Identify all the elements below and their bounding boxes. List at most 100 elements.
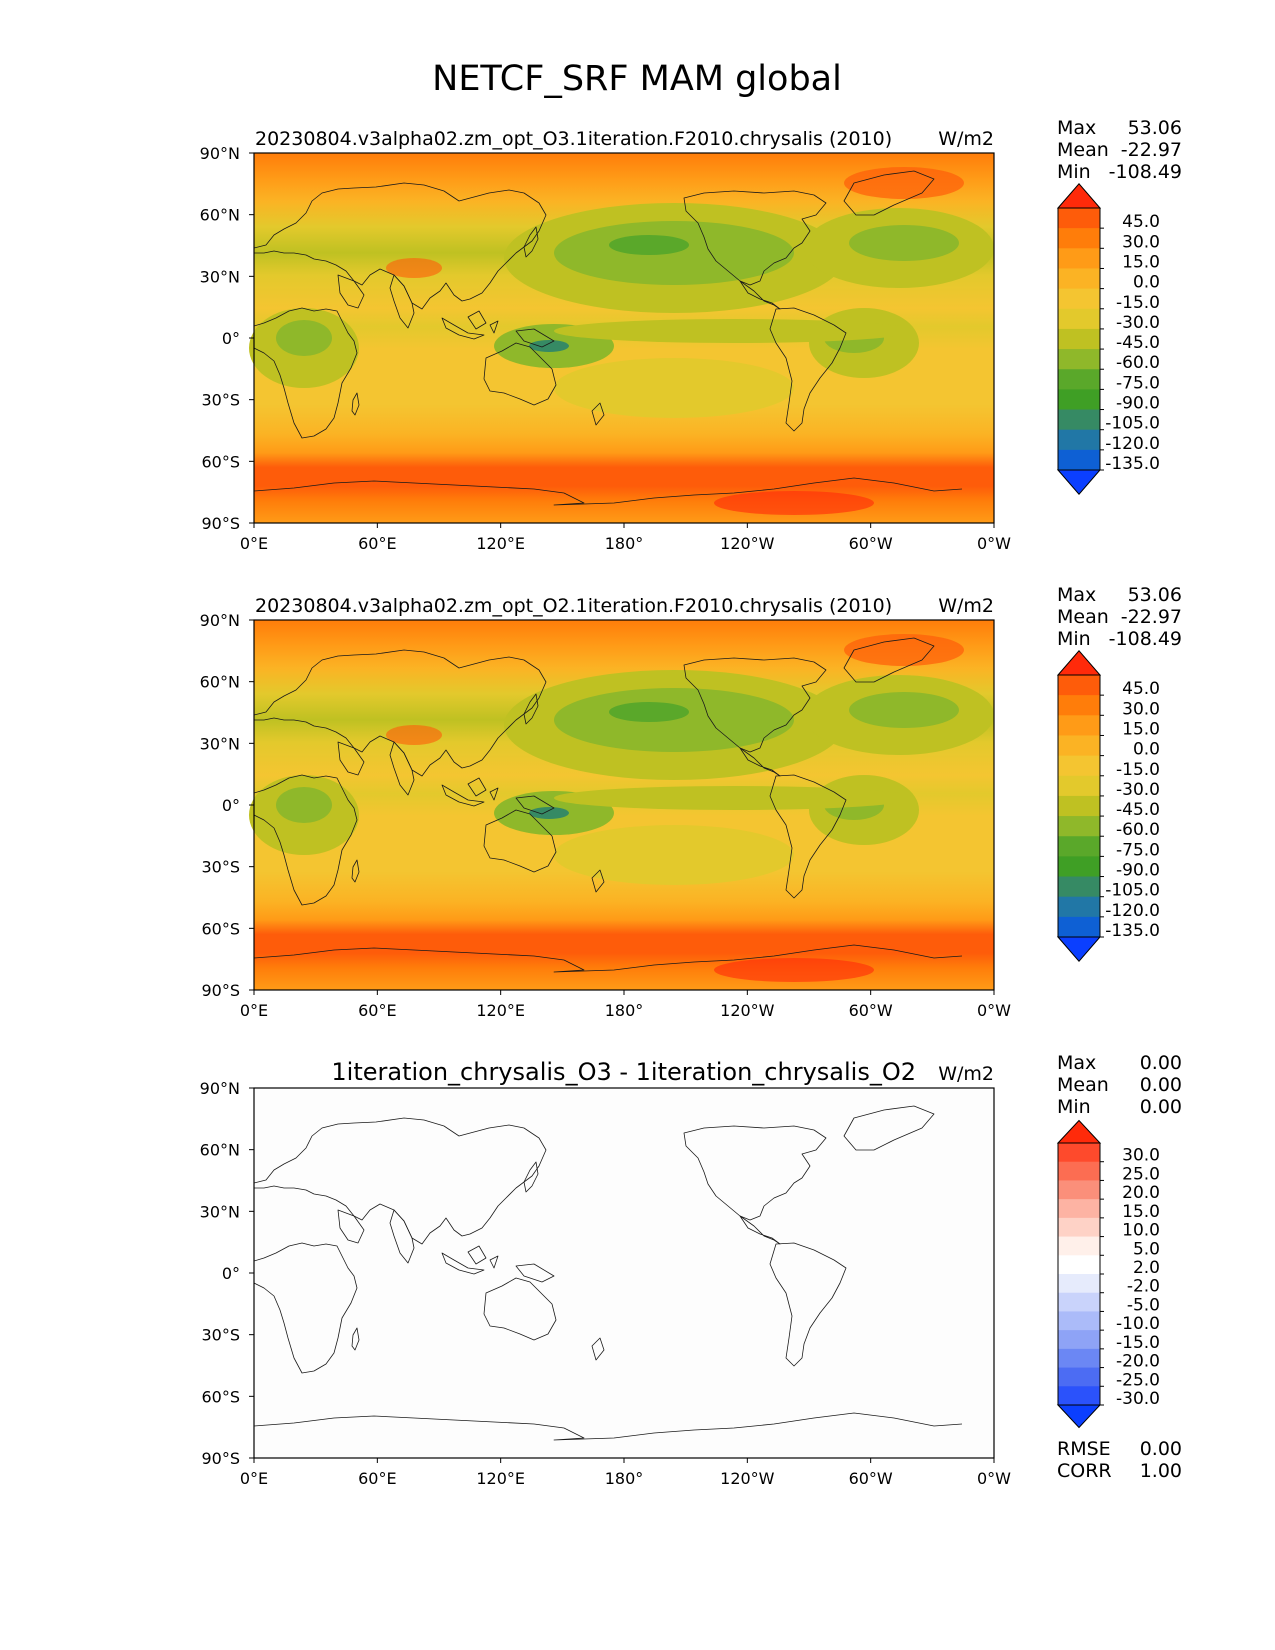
lat-tick-label: 60°N [200,673,240,692]
colorbar-segment [1058,1236,1100,1256]
colorbar-label: 30.0 [1122,699,1160,719]
colorbar-segment [1058,268,1100,290]
colorbar-label: -15.0 [1116,760,1160,780]
colorbar-segment [1058,695,1100,716]
colorbar-frame [1057,207,1101,471]
stat-label: Mean [1057,139,1109,161]
colorbar-segment [1058,409,1100,431]
colorbar-label: -135.0 [1105,921,1160,941]
colorbar-segment [1058,1199,1100,1219]
colorbar-label: 30.0 [1122,232,1160,252]
colorbar-segment [1058,228,1100,249]
colorbar-label: 15.0 [1122,252,1160,272]
stat-label: Max [1057,1052,1096,1074]
lat-tick-label: 0° [222,796,240,815]
colorbar-segment [1058,715,1100,736]
panel-1 [249,152,995,524]
colorbar-label: 20.0 [1122,1183,1160,1203]
colorbar-segment [1058,1274,1100,1294]
colorbar-label: -15.0 [1116,293,1160,313]
stat-value: 0.00 [1140,1052,1182,1074]
colorbar-label: -15.0 [1116,1333,1160,1353]
lat-tick-label: 0° [222,1264,240,1283]
colorbar-label: -45.0 [1116,800,1160,820]
lat-tick-label: 90°S [201,514,240,533]
panel-title: 1iteration_chrysalis_O3 - 1iteration_chr… [331,1058,916,1086]
colorbar-label: 30.0 [1122,1146,1160,1166]
colorbar-label: -30.0 [1116,780,1160,800]
stat-value: 53.06 [1128,584,1182,606]
lat-tick-label: 60°S [201,1387,240,1406]
lon-tick-label: 0°E [240,534,268,553]
lat-tick-label: 90°N [200,611,240,630]
lat-tick-label: 30°S [201,858,240,877]
colorbar-label: 5.0 [1133,1239,1160,1259]
panel-title: 20230804.v3alpha02.zm_opt_O3.1iteration.… [255,128,892,150]
colorbar-segment [1058,916,1100,938]
colorbar-segment [1058,1255,1100,1275]
stat-label: Max [1057,117,1096,139]
stat-label: Mean [1057,606,1109,628]
colorbar-extend-min [1056,469,1102,495]
stat-value: -22.97 [1121,606,1182,628]
colorbar-segment [1058,248,1100,269]
colorbar-extend-max [1056,650,1102,676]
map-field [249,153,994,523]
colorbar-segment [1058,1143,1100,1163]
colorbar-segment [1058,816,1100,837]
colorbar-label: -2.0 [1127,1277,1160,1297]
colorbar-label: -5.0 [1127,1295,1160,1315]
colorbar-segment [1058,1348,1100,1369]
lon-tick-label: 0°W [977,1469,1011,1488]
colorbar-segment [1058,429,1100,451]
colorbar-label: 0.0 [1133,273,1160,293]
colorbar-label: 15.0 [1122,1202,1160,1222]
colorbar-extend-min [1056,936,1102,962]
colorbar-label: -30.0 [1116,1389,1160,1409]
colorbar-label: -20.0 [1116,1352,1160,1372]
lon-tick-label: 0°E [240,1001,268,1020]
map-field [254,1088,994,1458]
stat-value: -108.49 [1109,161,1182,183]
colorbar-label: -120.0 [1105,434,1160,454]
colorbar-label: 2.0 [1133,1258,1160,1278]
lon-tick-label: 120°W [720,1001,775,1020]
stat-label: Mean [1057,1074,1109,1096]
lat-tick-label: 60°S [201,919,240,938]
colorbar-segment [1058,795,1100,817]
colorbar-segment [1058,1217,1100,1238]
lon-tick-label: 180° [605,534,644,553]
lon-tick-label: 60°E [358,1469,396,1488]
colorbar-segment [1058,775,1100,797]
colorbar-segment [1058,1386,1100,1406]
lon-tick-label: 120°W [720,1469,775,1488]
colorbar-label: -25.0 [1116,1370,1160,1390]
extra-stat-label: RMSE [1057,1438,1111,1460]
colorbar-segment [1058,735,1100,757]
colorbar-label: 45.0 [1122,679,1160,699]
colorbar-label: -105.0 [1105,414,1160,434]
stat-label: Max [1057,584,1096,606]
lat-tick-label: 30°S [201,391,240,410]
stat-value: -22.97 [1121,139,1182,161]
colorbar-label: -105.0 [1105,881,1160,901]
stat-value: -108.49 [1109,628,1182,650]
lon-tick-label: 0°W [977,534,1011,553]
map-field [249,620,994,990]
lon-tick-label: 0°W [977,1001,1011,1020]
extra-stat-value: 1.00 [1140,1460,1182,1482]
colorbar-label: -60.0 [1116,353,1160,373]
lon-tick-label: 120°E [476,1001,525,1020]
colorbar-segment [1058,449,1100,471]
colorbar-segment [1058,308,1100,330]
lon-tick-label: 120°E [476,1469,525,1488]
stat-label: Min [1057,161,1091,183]
lat-tick-label: 90°S [201,981,240,1000]
colorbar-segment [1058,389,1100,411]
colorbar-extend-max [1056,183,1102,209]
lat-tick-label: 60°N [200,206,240,225]
colorbar-segment [1058,369,1100,390]
panel-units: W/m2 [938,595,994,617]
lat-tick-label: 90°N [200,1079,240,1098]
colorbar-segment [1058,328,1100,350]
